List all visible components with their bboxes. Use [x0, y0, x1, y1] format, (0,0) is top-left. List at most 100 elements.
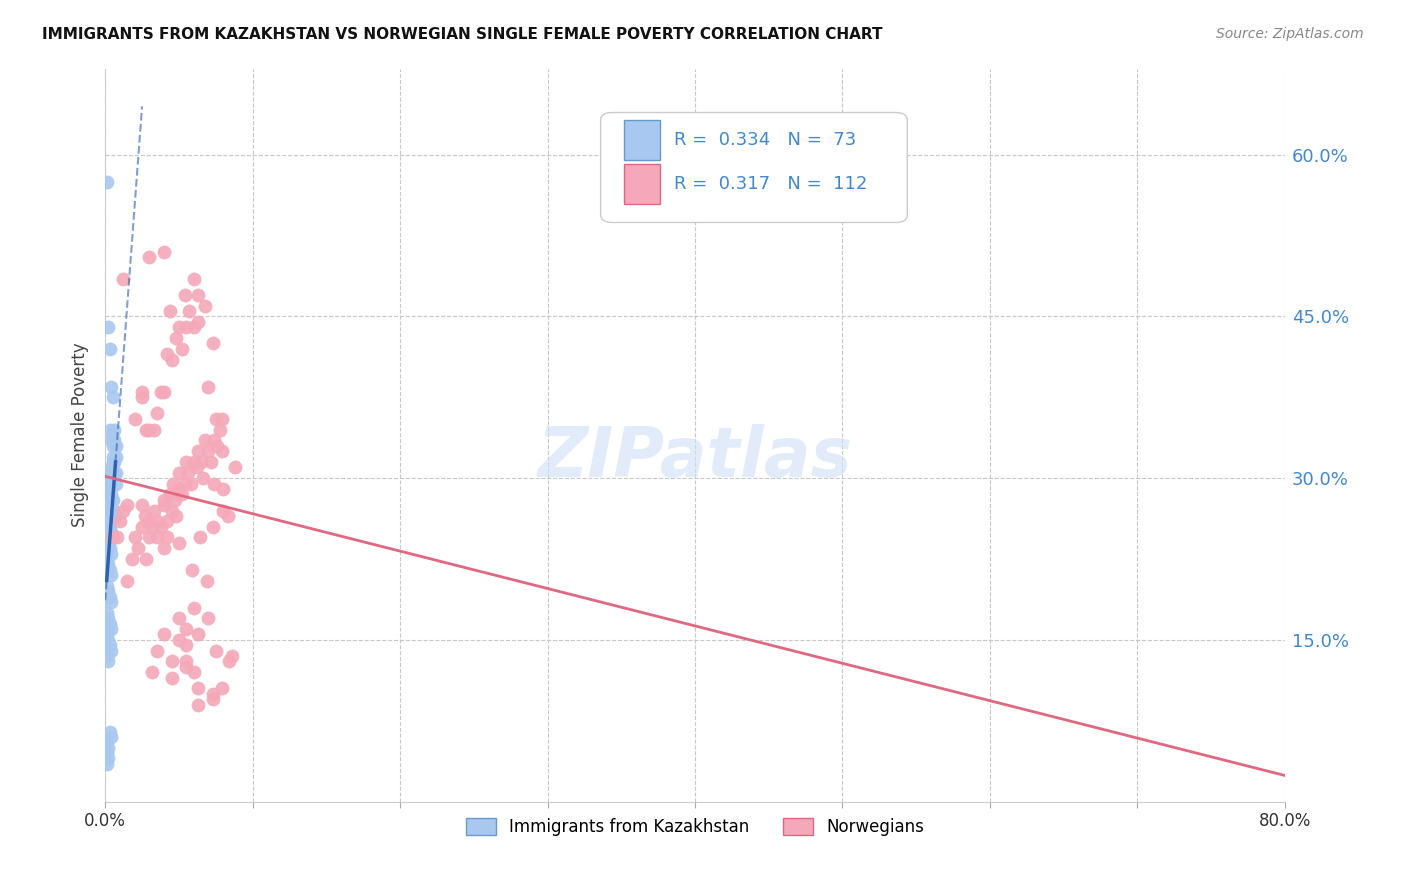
- Point: [131, 384, 153, 399]
- Point: [104, 476, 127, 491]
- Point: [100, 595, 122, 609]
- Point: [187, 288, 209, 302]
- Point: [97, 740, 120, 755]
- Point: [96, 648, 118, 663]
- Point: [100, 524, 122, 539]
- Point: [170, 487, 193, 501]
- Point: [100, 547, 122, 561]
- Point: [211, 681, 233, 696]
- Point: [191, 471, 214, 485]
- Point: [190, 455, 212, 469]
- Point: [96, 175, 118, 189]
- Point: [142, 503, 165, 517]
- Point: [194, 434, 217, 448]
- Point: [98, 471, 121, 485]
- Point: [160, 671, 183, 685]
- Point: [207, 439, 229, 453]
- Point: [183, 665, 205, 680]
- Point: [141, 519, 163, 533]
- Point: [217, 508, 239, 523]
- Point: [181, 563, 204, 577]
- Point: [97, 466, 120, 480]
- Point: [202, 476, 225, 491]
- Point: [180, 476, 202, 491]
- Point: [98, 492, 121, 507]
- Point: [98, 423, 121, 437]
- Point: [100, 471, 122, 485]
- Point: [97, 320, 120, 334]
- Point: [96, 735, 118, 749]
- Point: [97, 536, 120, 550]
- Point: [167, 482, 190, 496]
- Point: [101, 531, 124, 545]
- Point: [200, 455, 222, 469]
- Point: [141, 665, 163, 680]
- Point: [201, 519, 224, 533]
- Point: [186, 460, 208, 475]
- Point: [96, 482, 118, 496]
- Point: [100, 730, 122, 744]
- Point: [135, 552, 157, 566]
- Point: [131, 519, 153, 533]
- Point: [103, 423, 125, 437]
- Point: [100, 379, 122, 393]
- Point: [98, 724, 121, 739]
- Point: [96, 508, 118, 523]
- Point: [183, 320, 205, 334]
- Point: [167, 536, 190, 550]
- Point: [194, 299, 217, 313]
- Point: [153, 492, 176, 507]
- Point: [96, 579, 118, 593]
- Point: [104, 466, 127, 480]
- Point: [173, 288, 195, 302]
- Point: [124, 531, 146, 545]
- Point: [117, 574, 139, 588]
- Point: [187, 681, 209, 696]
- Point: [173, 476, 195, 491]
- Point: [104, 450, 127, 464]
- Point: [176, 622, 198, 636]
- Point: [98, 616, 121, 631]
- Text: ZIPatlas: ZIPatlas: [537, 424, 852, 491]
- Point: [96, 627, 118, 641]
- Point: [101, 439, 124, 453]
- Point: [153, 244, 176, 259]
- Point: [117, 498, 139, 512]
- Legend: Immigrants from Kazakhstan, Norwegians: Immigrants from Kazakhstan, Norwegians: [457, 810, 932, 845]
- Point: [97, 476, 120, 491]
- Point: [176, 655, 198, 669]
- Point: [97, 584, 120, 599]
- Point: [103, 503, 125, 517]
- Point: [159, 487, 181, 501]
- Point: [176, 455, 198, 469]
- Point: [100, 568, 122, 582]
- Point: [162, 476, 184, 491]
- Point: [111, 503, 134, 517]
- Point: [202, 434, 225, 448]
- Point: [167, 632, 190, 647]
- Point: [98, 476, 121, 491]
- Point: [221, 648, 243, 663]
- Point: [195, 574, 218, 588]
- Point: [156, 347, 179, 361]
- Point: [167, 320, 190, 334]
- Point: [211, 444, 233, 458]
- Point: [100, 503, 122, 517]
- Text: Source: ZipAtlas.com: Source: ZipAtlas.com: [1216, 27, 1364, 41]
- Point: [176, 660, 198, 674]
- Point: [187, 315, 209, 329]
- Point: [97, 492, 120, 507]
- Point: [100, 622, 122, 636]
- Point: [209, 423, 232, 437]
- Point: [197, 444, 219, 458]
- Point: [204, 643, 226, 657]
- Point: [131, 498, 153, 512]
- Point: [224, 460, 246, 475]
- Point: [131, 390, 153, 404]
- Point: [212, 482, 235, 496]
- Point: [142, 423, 165, 437]
- Point: [127, 541, 149, 556]
- Point: [97, 558, 120, 572]
- Point: [183, 271, 205, 285]
- Point: [138, 250, 160, 264]
